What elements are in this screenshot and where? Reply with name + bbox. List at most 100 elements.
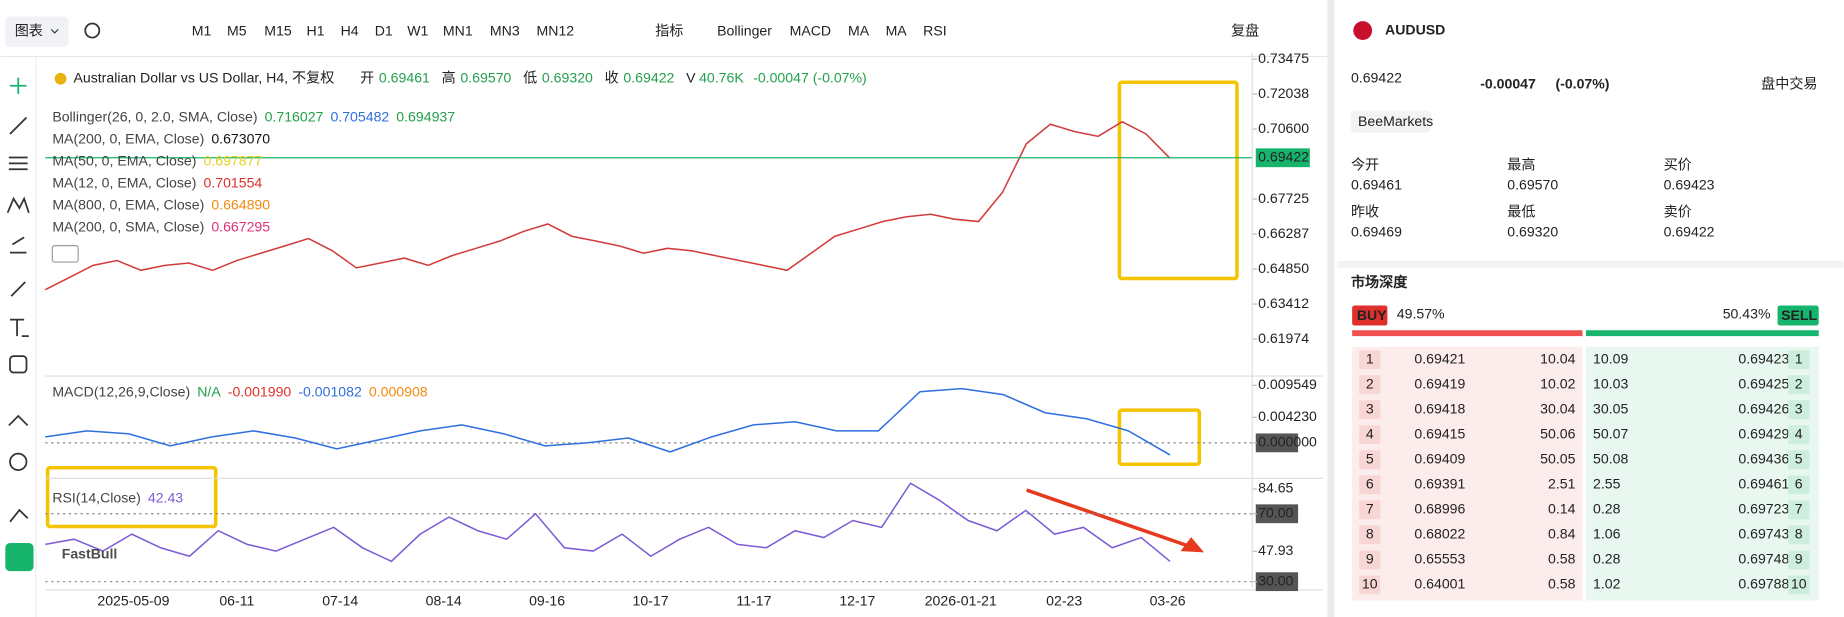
crosshair-tool[interactable]	[10, 77, 27, 95]
overlay-legend-part: 0.694937	[396, 108, 455, 124]
ask-volume: 50.07	[1593, 425, 1628, 441]
ask-volume: 10.03	[1593, 375, 1628, 391]
menu-button[interactable]	[5, 16, 69, 48]
series-line	[44, 120, 1171, 291]
indicators-button[interactable]: 指标	[655, 22, 683, 38]
magnet-tool[interactable]	[9, 508, 29, 523]
overlay-legend: MA(50, 0, EMA, Close) 0.697877	[52, 152, 262, 168]
ask-price: 0.69788	[1738, 576, 1789, 592]
ask-price: 0.69429	[1738, 425, 1789, 441]
sell-badge	[1777, 305, 1819, 326]
drawing-tools[interactable]	[6, 77, 30, 523]
row-index-bg	[1359, 525, 1381, 545]
ask-volume: 2.55	[1593, 476, 1621, 492]
x-tick-label: 02-23	[1046, 592, 1082, 608]
interval-button[interactable]: W1	[407, 22, 428, 38]
overlay-legend-part: 0.664890	[211, 196, 270, 212]
axis-tag	[1255, 433, 1299, 453]
bid-volume: 0.58	[1548, 551, 1576, 567]
interval-button[interactable]: M5	[227, 22, 247, 38]
row-index-bg	[1359, 500, 1381, 520]
rsi-legend-part: 42.43	[148, 489, 183, 505]
bid-index: 9	[1366, 551, 1374, 567]
overlay-legend-part: 0.673070	[211, 130, 270, 146]
interval-button[interactable]: H4	[341, 22, 359, 38]
fib-tool[interactable]	[10, 236, 27, 254]
x-tick-label: 10-17	[632, 592, 668, 608]
bid-index: 8	[1366, 526, 1374, 542]
bid-price: 0.69419	[1414, 375, 1465, 391]
price: 0.69422	[1351, 69, 1402, 85]
broker-badge	[1350, 110, 1431, 133]
bid-index: 5	[1366, 450, 1374, 466]
bid-price: 0.69421	[1414, 350, 1465, 366]
row-index-bg	[1788, 550, 1810, 570]
brush-tool[interactable]	[10, 281, 26, 297]
measure-tool[interactable]	[8, 414, 29, 427]
row-index-bg	[1788, 475, 1810, 495]
interval-button[interactable]: H1	[307, 22, 325, 38]
watermark: FastBull	[62, 545, 118, 561]
overlay-legend-part: 0.705482	[330, 108, 389, 124]
interval-button[interactable]: D1	[375, 22, 393, 38]
ask-price: 0.69423	[1738, 350, 1789, 366]
stat-label: 买价	[1664, 156, 1692, 172]
interval-button[interactable]: M1	[192, 22, 212, 38]
stat-label: 昨收	[1351, 203, 1379, 219]
bid-index: 10	[1362, 576, 1378, 592]
stat-label: 今开	[1351, 156, 1379, 172]
buy-badge	[1352, 305, 1388, 326]
ask-price: 0.69436	[1738, 450, 1789, 466]
search-icon[interactable]	[84, 22, 101, 39]
ask-index: 7	[1795, 501, 1803, 517]
stat-value: 0.69422	[1664, 223, 1715, 239]
bid-volume: 0.14	[1548, 501, 1576, 517]
overlay-legend-part: MA(200, 0, SMA, Close)	[52, 218, 204, 234]
collapse-button[interactable]	[51, 245, 79, 263]
y-tick-label: 0.61974	[1258, 330, 1309, 346]
change: -0.00047	[1480, 75, 1536, 91]
indicator-button[interactable]: MACD	[790, 22, 832, 38]
ask-volume: 30.05	[1593, 400, 1628, 416]
session: 盘中交易	[1761, 75, 1817, 91]
indicator-button[interactable]: MA	[886, 22, 908, 38]
row-index-bg	[1788, 375, 1810, 395]
pattern-tool[interactable]	[6, 196, 30, 214]
ask-index: 3	[1795, 400, 1803, 416]
ohlc-legend-part: 40.76K	[699, 69, 744, 85]
menu-caret	[50, 28, 59, 34]
text-tool[interactable]	[10, 318, 29, 337]
ohlc-legend-part: -0.00047 (-0.07%)	[753, 69, 867, 85]
ohlc-legend-part: 0.69570	[460, 69, 511, 85]
ohlc-legend-part: 0.69422	[623, 69, 674, 85]
interval-button[interactable]: MN1	[443, 22, 473, 38]
line-tool[interactable]	[9, 116, 28, 135]
highlight-box	[1117, 80, 1239, 281]
zoom-tool[interactable]	[9, 452, 28, 471]
buy-label: BUY	[1357, 307, 1387, 323]
ask-index: 5	[1795, 450, 1803, 466]
y-tick-label: 84.65	[1258, 480, 1293, 496]
row-index-bg	[1788, 400, 1810, 420]
bid-price: 0.69418	[1414, 400, 1465, 416]
bid-volume: 2.51	[1548, 476, 1576, 492]
interval-button[interactable]: M15	[264, 22, 292, 38]
interval-button[interactable]: MN12	[537, 22, 575, 38]
buy-ratio-bar	[1352, 330, 1583, 337]
lock-tool[interactable]	[5, 542, 34, 572]
ask-price: 0.69723	[1738, 501, 1789, 517]
interval-button[interactable]: MN3	[490, 22, 520, 38]
channel-tool[interactable]	[8, 156, 28, 171]
indicator-button[interactable]: Bollinger	[717, 22, 772, 38]
emoji-tool[interactable]	[9, 355, 28, 374]
rsi-legend-part: RSI(14,Close)	[52, 489, 141, 505]
indicator-button[interactable]: RSI	[923, 22, 947, 38]
indicator-button[interactable]: MA	[848, 22, 870, 38]
ohlc-legend-part: 0.69461	[379, 69, 430, 85]
y-tick-label: 0.67725	[1258, 190, 1309, 206]
replay-button[interactable]: 复盘	[1231, 22, 1259, 38]
bid-index: 6	[1366, 476, 1374, 492]
bid-price: 0.69415	[1414, 425, 1465, 441]
row-index-bg	[1359, 550, 1381, 570]
